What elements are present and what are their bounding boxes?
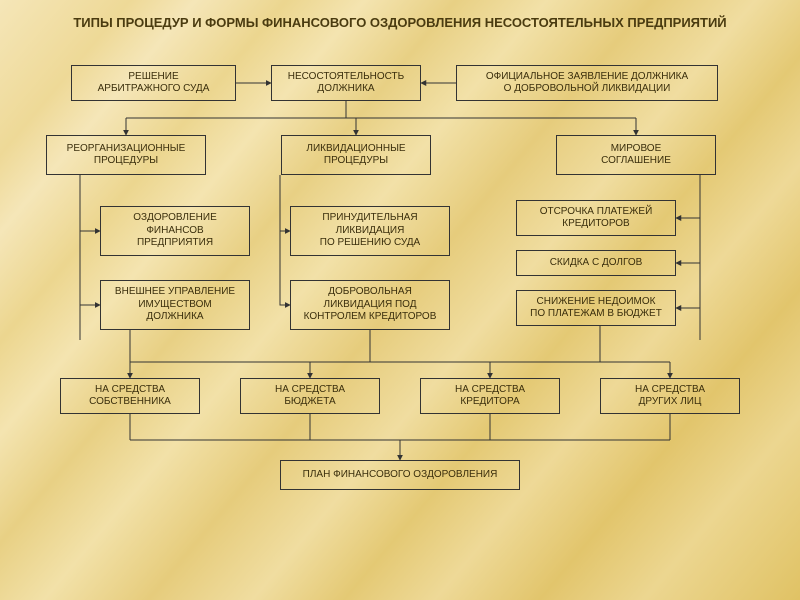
node-n13: СНИЖЕНИЕ НЕДОИМОКПО ПЛАТЕЖАМ В БЮДЖЕТ — [516, 290, 676, 326]
node-n17: НА СРЕДСТВАДРУГИХ ЛИЦ — [600, 378, 740, 414]
node-n5: ЛИКВИДАЦИОННЫЕПРОЦЕДУРЫ — [281, 135, 431, 175]
node-n18: ПЛАН ФИНАНСОВОГО ОЗДОРОВЛЕНИЯ — [280, 460, 520, 490]
node-n2: НЕСОСТОЯТЕЛЬНОСТЬДОЛЖНИКА — [271, 65, 421, 101]
node-n8: ВНЕШНЕЕ УПРАВЛЕНИЕИМУЩЕСТВОМДОЛЖНИКА — [100, 280, 250, 330]
node-n11: ОТСРОЧКА ПЛАТЕЖЕЙКРЕДИТОРОВ — [516, 200, 676, 236]
node-n14: НА СРЕДСТВАСОБСТВЕННИКА — [60, 378, 200, 414]
node-n12: СКИДКА С ДОЛГОВ — [516, 250, 676, 276]
diagram-title: ТИПЫ ПРОЦЕДУР И ФОРМЫ ФИНАНСОВОГО ОЗДОРО… — [0, 14, 800, 32]
node-n6: МИРОВОЕСОГЛАШЕНИЕ — [556, 135, 716, 175]
node-n4: РЕОРГАНИЗАЦИОННЫЕПРОЦЕДУРЫ — [46, 135, 206, 175]
edge — [280, 175, 290, 305]
node-n3: ОФИЦИАЛЬНОЕ ЗАЯВЛЕНИЕ ДОЛЖНИКАО ДОБРОВОЛ… — [456, 65, 718, 101]
node-n16: НА СРЕДСТВАКРЕДИТОРА — [420, 378, 560, 414]
node-n15: НА СРЕДСТВАБЮДЖЕТА — [240, 378, 380, 414]
node-n7: ОЗДОРОВЛЕНИЕФИНАНСОВПРЕДПРИЯТИЯ — [100, 206, 250, 256]
node-n9: ПРИНУДИТЕЛЬНАЯЛИКВИДАЦИЯПО РЕШЕНИЮ СУДА — [290, 206, 450, 256]
node-n10: ДОБРОВОЛЬНАЯЛИКВИДАЦИЯ ПОДКОНТРОЛЕМ КРЕД… — [290, 280, 450, 330]
node-n1: РЕШЕНИЕАРБИТРАЖНОГО СУДА — [71, 65, 236, 101]
